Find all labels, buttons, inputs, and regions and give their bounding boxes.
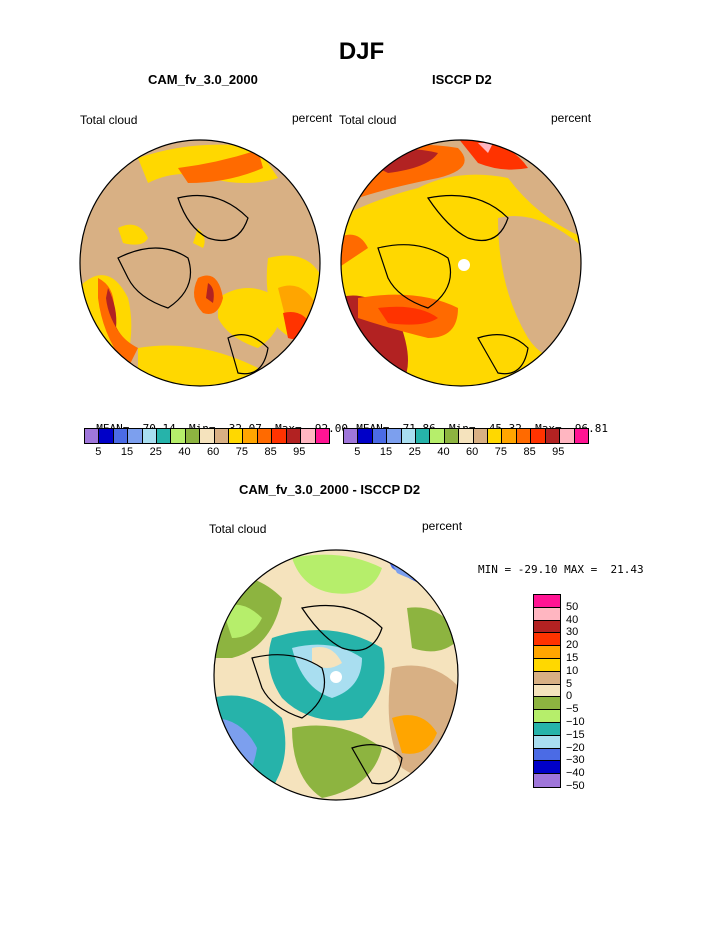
colorbar-swatch xyxy=(430,429,445,443)
colorbar-swatch xyxy=(534,761,560,775)
colorbar-swatch xyxy=(534,735,560,749)
panel1-title: CAM_fv_3.0_2000 xyxy=(148,72,258,87)
colorbar-tick-label: −30 xyxy=(566,754,585,767)
panel2-units-label: percent xyxy=(551,111,592,125)
colorbar-swatch xyxy=(534,710,560,723)
colorbar-swatch xyxy=(502,429,517,443)
colorbar-swatch xyxy=(534,658,560,672)
colorbar-tick-label: 30 xyxy=(566,626,579,639)
colorbar-swatch xyxy=(301,429,316,443)
colorbar-swatch xyxy=(243,429,258,443)
colorbar-swatch xyxy=(545,429,561,443)
colorbar-swatch xyxy=(534,671,560,685)
panel3-title: CAM_fv_3.0_2000 - ISCCP D2 xyxy=(239,482,421,497)
colorbar-swatch xyxy=(157,429,172,443)
colorbar-swatch xyxy=(416,429,431,443)
colorbar-swatch xyxy=(560,429,575,443)
colorbar-tick-label: 15 xyxy=(379,446,393,458)
colorbar-swatch xyxy=(99,429,114,443)
colorbar-swatch xyxy=(516,429,532,443)
panel1-polar-map xyxy=(79,139,321,387)
colorbar-tick-label: −40 xyxy=(566,767,585,780)
colorbar-tick-label: 95 xyxy=(552,446,565,458)
colorbar-tick-label: 15 xyxy=(120,446,134,458)
colorbar-swatch xyxy=(358,429,373,443)
colorbar-swatch xyxy=(113,429,129,443)
colorbar-swatch xyxy=(459,429,474,443)
colorbar-swatch xyxy=(214,429,230,443)
panel1-colorbar xyxy=(84,428,330,444)
panel3-variable-label: Total cloud xyxy=(209,522,267,536)
colorbar-swatch xyxy=(534,633,560,647)
colorbar-swatch xyxy=(272,429,287,443)
colorbar-swatch xyxy=(534,646,560,659)
colorbar-tick-label: −10 xyxy=(566,716,585,728)
colorbar-swatch xyxy=(185,429,201,443)
colorbar-tick-label: 75 xyxy=(494,446,507,458)
colorbar-swatch xyxy=(171,429,186,443)
colorbar-tick-label: 40 xyxy=(178,446,191,458)
colorbar-swatch xyxy=(534,684,560,698)
colorbar-tick-label: 40 xyxy=(437,446,450,458)
colorbar-swatch xyxy=(444,429,460,443)
panel3-units-label: percent xyxy=(422,519,463,533)
colorbar-swatch xyxy=(534,620,560,634)
figure-title: DJF xyxy=(338,38,385,65)
panel3-polar-map xyxy=(213,549,459,801)
colorbar-tick-label: 20 xyxy=(566,639,579,652)
panel2-title: ISCCP D2 xyxy=(432,72,492,87)
colorbar-swatch xyxy=(372,429,388,443)
colorbar-tick-label: 95 xyxy=(293,446,306,458)
panel3-colorbar xyxy=(533,594,561,788)
colorbar-tick-label: −50 xyxy=(566,780,585,792)
panel2-colorbar xyxy=(343,428,589,444)
colorbar-swatch xyxy=(473,429,489,443)
colorbar-tick-label: 25 xyxy=(408,446,421,458)
colorbar-tick-label: −5 xyxy=(566,703,579,716)
colorbar-tick-label: 85 xyxy=(264,446,277,458)
colorbar-tick-label: −20 xyxy=(566,741,585,754)
panel2-polar-map xyxy=(340,139,582,387)
colorbar-tick-label: 15 xyxy=(566,652,579,664)
panel2-pole-hole xyxy=(458,259,470,271)
colorbar-swatch xyxy=(401,429,417,443)
colorbar-tick-label: 75 xyxy=(235,446,248,458)
colorbar-tick-label: 5 xyxy=(566,677,573,690)
panel2-variable-label: Total cloud xyxy=(339,113,397,127)
panel3-minmax: MIN = -29.10 MAX = 21.43 xyxy=(478,563,644,576)
colorbar-swatch xyxy=(344,429,359,443)
colorbar-swatch xyxy=(534,697,560,711)
colorbar-swatch xyxy=(534,748,560,762)
colorbar-swatch xyxy=(534,607,560,621)
colorbar-tick-label: 60 xyxy=(207,446,220,458)
colorbar-swatch xyxy=(85,429,100,443)
colorbar-tick-label: 50 xyxy=(566,600,579,613)
colorbar-tick-label: −15 xyxy=(566,728,585,741)
colorbar-swatch xyxy=(387,429,402,443)
colorbar-tick-label: 5 xyxy=(95,446,102,458)
colorbar-tick-label: 25 xyxy=(149,446,162,458)
colorbar-tick-label: 5 xyxy=(354,446,361,458)
colorbar-swatch xyxy=(142,429,158,443)
panel1-variable-label: Total cloud xyxy=(80,113,138,127)
colorbar-swatch xyxy=(534,722,560,736)
colorbar-swatch xyxy=(200,429,215,443)
colorbar-swatch xyxy=(531,429,546,443)
colorbar-swatch xyxy=(488,429,503,443)
colorbar-swatch xyxy=(229,429,244,443)
colorbar-tick-label: 40 xyxy=(566,613,579,626)
colorbar-tick-label: 60 xyxy=(466,446,479,458)
colorbar-swatch xyxy=(315,429,329,443)
colorbar-tick-label: 85 xyxy=(523,446,536,458)
colorbar-tick-label: 0 xyxy=(566,690,573,703)
colorbar-swatch xyxy=(257,429,273,443)
colorbar-swatch xyxy=(574,429,588,443)
colorbar-swatch xyxy=(534,774,560,787)
colorbar-swatch xyxy=(286,429,302,443)
panel1-units-label: percent xyxy=(292,111,333,125)
panel3-pole-hole xyxy=(330,671,342,683)
colorbar-tick-label: 10 xyxy=(566,664,579,677)
colorbar-swatch xyxy=(128,429,143,443)
colorbar-swatch xyxy=(534,595,560,608)
